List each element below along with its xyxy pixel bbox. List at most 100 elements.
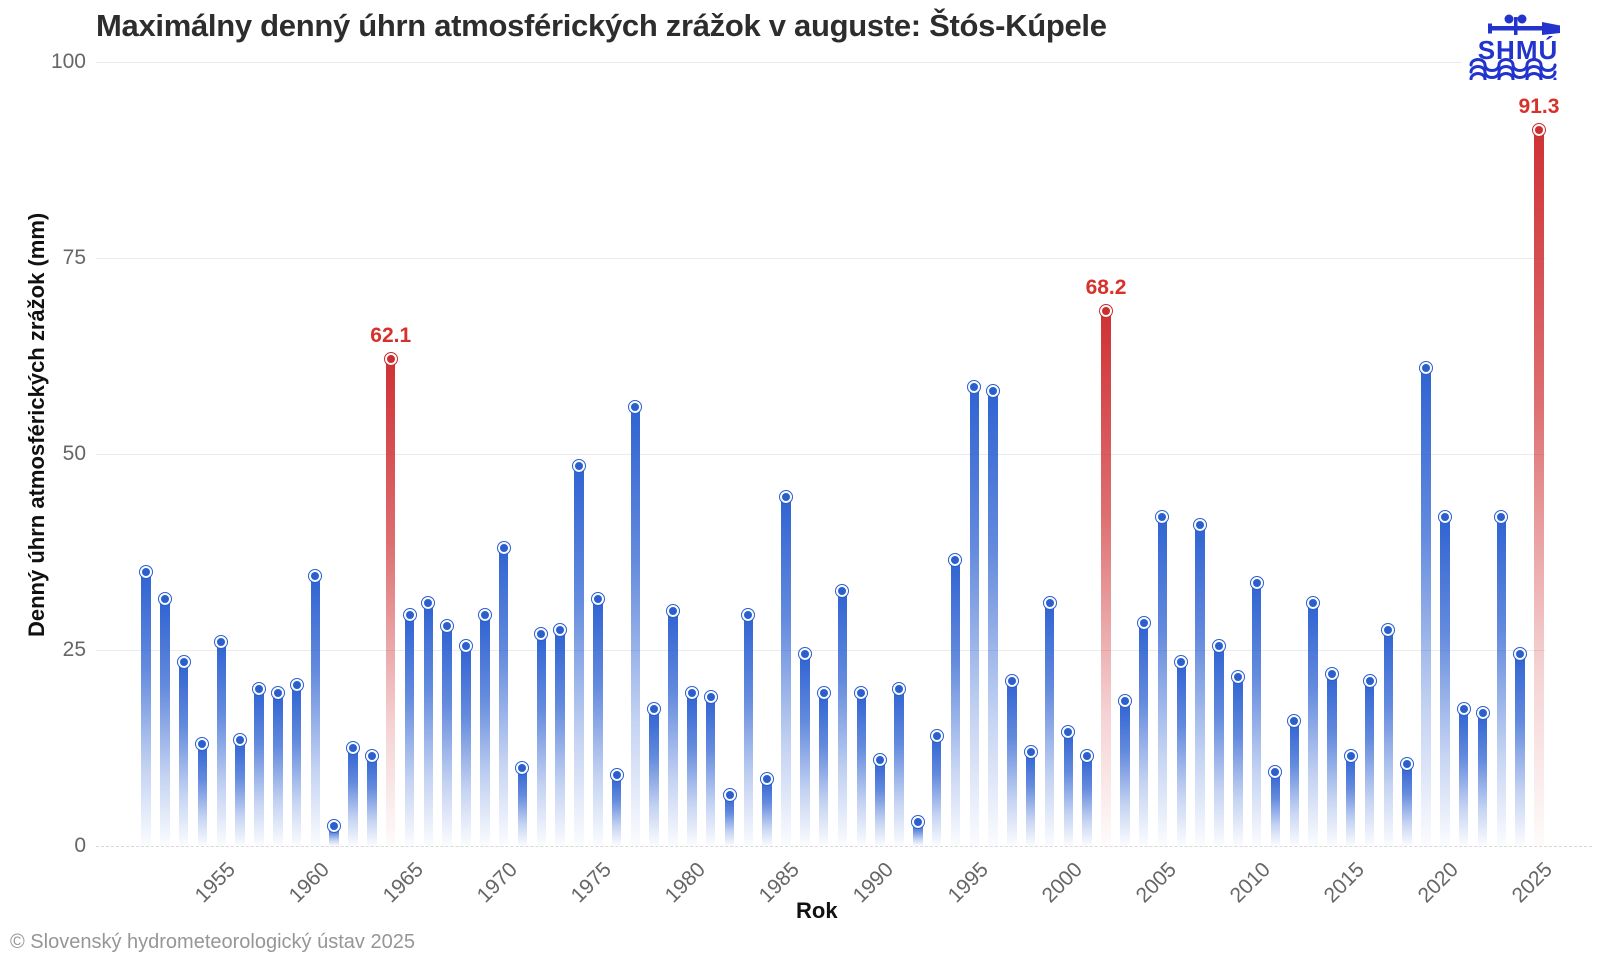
bar-1971[interactable]	[517, 767, 528, 846]
bar-cap-2015[interactable]	[1343, 748, 1358, 763]
bar-cap-1990[interactable]	[873, 752, 888, 767]
bar-2005[interactable]	[1157, 516, 1168, 846]
bar-2003[interactable]	[1120, 700, 1130, 846]
bar-cap-1959[interactable]	[289, 678, 304, 693]
bar-2012[interactable]	[1289, 720, 1299, 846]
bar-cap-2013[interactable]	[1306, 595, 1321, 610]
bar-2020[interactable]	[1440, 516, 1450, 846]
bar-1962[interactable]	[348, 748, 358, 846]
bar-2021[interactable]	[1458, 708, 1469, 846]
bar-cap-2025[interactable]	[1531, 123, 1546, 138]
bar-1958[interactable]	[273, 693, 283, 846]
bar-cap-2008[interactable]	[1211, 639, 1226, 654]
bar-1995[interactable]	[969, 387, 979, 846]
bar-cap-2004[interactable]	[1136, 615, 1151, 630]
bar-1953[interactable]	[178, 661, 189, 846]
bar-2008[interactable]	[1214, 646, 1224, 846]
bar-cap-2022[interactable]	[1475, 705, 1490, 720]
bar-1987[interactable]	[818, 693, 829, 846]
bar-cap-1980[interactable]	[684, 686, 699, 701]
bar-cap-1966[interactable]	[421, 595, 436, 610]
bar-cap-2006[interactable]	[1174, 654, 1189, 669]
bar-1954[interactable]	[197, 744, 208, 846]
bar-2013[interactable]	[1308, 602, 1318, 846]
bar-1992[interactable]	[913, 822, 923, 846]
bar-1981[interactable]	[705, 697, 716, 846]
bar-2009[interactable]	[1233, 677, 1243, 846]
bar-cap-1977[interactable]	[628, 399, 643, 414]
bar-cap-1971[interactable]	[515, 760, 530, 775]
bar-1952[interactable]	[160, 599, 170, 846]
bar-2014[interactable]	[1327, 673, 1337, 846]
bar-1965[interactable]	[404, 614, 415, 846]
bar-1984[interactable]	[762, 779, 772, 846]
bar-1963[interactable]	[367, 755, 377, 846]
bar-cap-1976[interactable]	[609, 768, 624, 783]
bar-1957[interactable]	[254, 689, 264, 846]
bar-cap-1989[interactable]	[854, 686, 869, 701]
bar-cap-2016[interactable]	[1362, 674, 1377, 689]
bar-cap-1974[interactable]	[571, 458, 586, 473]
bar-cap-1988[interactable]	[835, 584, 850, 599]
bar-cap-1961[interactable]	[327, 819, 342, 834]
bar-1996[interactable]	[988, 391, 998, 846]
bar-cap-2007[interactable]	[1193, 517, 1208, 532]
bar-1972[interactable]	[536, 634, 547, 846]
bar-1951[interactable]	[141, 571, 151, 846]
bar-cap-1983[interactable]	[741, 607, 756, 622]
bar-cap-1962[interactable]	[346, 741, 361, 755]
bar-cap-2012[interactable]	[1287, 713, 1302, 728]
bar-1969[interactable]	[480, 614, 490, 846]
bar-cap-2001[interactable]	[1080, 748, 1095, 763]
bar-cap-1954[interactable]	[195, 737, 210, 752]
bar-1970[interactable]	[498, 548, 509, 846]
bar-1975[interactable]	[593, 599, 603, 846]
bar-1998[interactable]	[1025, 751, 1036, 846]
bar-2019[interactable]	[1421, 367, 1431, 846]
bar-2001[interactable]	[1082, 755, 1092, 846]
bar-2010[interactable]	[1251, 583, 1262, 846]
bar-1988[interactable]	[837, 591, 848, 846]
bar-cap-1995[interactable]	[967, 380, 982, 395]
bar-cap-1952[interactable]	[157, 592, 172, 607]
bar-2006[interactable]	[1176, 661, 1187, 846]
bar-1973[interactable]	[555, 630, 565, 846]
bar-2002[interactable]	[1101, 311, 1111, 846]
bar-cap-2020[interactable]	[1437, 509, 1452, 524]
bar-1960[interactable]	[310, 575, 321, 846]
bar-cap-2009[interactable]	[1230, 670, 1245, 685]
bar-2004[interactable]	[1138, 622, 1149, 846]
bar-1961[interactable]	[329, 826, 339, 846]
bar-cap-2011[interactable]	[1268, 764, 1283, 779]
bar-cap-1975[interactable]	[590, 592, 605, 607]
bar-2017[interactable]	[1383, 630, 1394, 846]
bar-cap-1998[interactable]	[1023, 744, 1038, 759]
bar-cap-1984[interactable]	[760, 772, 775, 787]
bar-1983[interactable]	[743, 614, 754, 846]
bar-cap-2017[interactable]	[1381, 623, 1396, 638]
bar-cap-1994[interactable]	[948, 552, 963, 567]
bar-2024[interactable]	[1515, 653, 1525, 846]
bar-2023[interactable]	[1496, 516, 1507, 846]
bar-cap-1958[interactable]	[270, 686, 285, 701]
bar-1968[interactable]	[461, 646, 471, 846]
bar-1986[interactable]	[800, 653, 810, 846]
bar-cap-1978[interactable]	[647, 701, 662, 716]
bar-1982[interactable]	[724, 795, 735, 846]
bar-2011[interactable]	[1270, 771, 1281, 846]
bar-cap-2000[interactable]	[1061, 725, 1076, 740]
bar-1991[interactable]	[894, 689, 904, 846]
bar-2015[interactable]	[1345, 755, 1356, 846]
bar-1985[interactable]	[781, 497, 791, 846]
bar-1990[interactable]	[875, 759, 885, 846]
bar-1980[interactable]	[687, 693, 697, 846]
bar-cap-1964[interactable]	[383, 352, 398, 367]
bar-cap-1963[interactable]	[364, 748, 379, 763]
bar-2007[interactable]	[1195, 524, 1205, 846]
bar-cap-1960[interactable]	[308, 568, 323, 583]
bar-cap-1957[interactable]	[251, 682, 266, 697]
bar-2025[interactable]	[1534, 130, 1544, 846]
bar-cap-2018[interactable]	[1400, 756, 1415, 771]
bar-1959[interactable]	[291, 685, 302, 846]
bar-cap-2002[interactable]	[1099, 304, 1114, 319]
